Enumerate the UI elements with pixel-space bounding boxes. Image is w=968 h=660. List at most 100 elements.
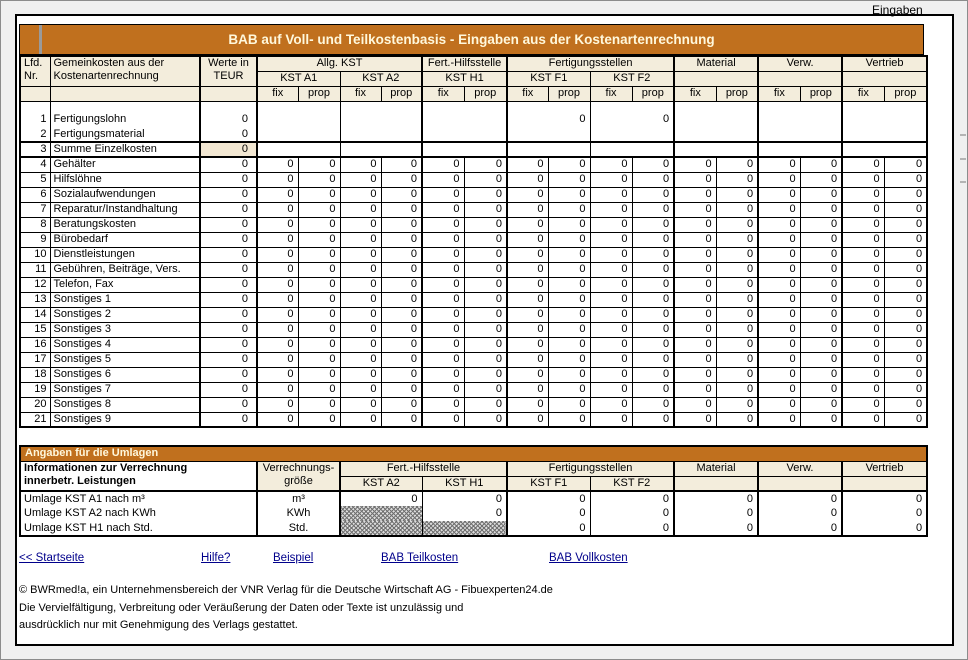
value-cell[interactable]: [841, 141, 928, 158]
werte-value-cell[interactable]: 0: [199, 322, 257, 338]
value-cell[interactable]: 0: [589, 292, 633, 308]
value-cell[interactable]: 0: [297, 217, 340, 233]
value-cell[interactable]: 0: [380, 352, 423, 368]
value-cell[interactable]: 0: [715, 157, 759, 173]
value-cell[interactable]: 0: [757, 217, 801, 233]
value-cell[interactable]: 0: [841, 352, 885, 368]
value-cell[interactable]: 0: [673, 412, 717, 428]
value-cell[interactable]: 0: [506, 247, 549, 263]
value-cell[interactable]: 0: [757, 277, 801, 293]
value-cell[interactable]: 0: [380, 262, 423, 278]
value-cell[interactable]: 0: [799, 157, 843, 173]
value-cell[interactable]: 0: [840, 521, 928, 536]
value-cell[interactable]: 0: [673, 157, 717, 173]
value-cell[interactable]: 0: [547, 247, 591, 263]
value-cell[interactable]: 0: [547, 307, 591, 323]
value-cell[interactable]: 0: [589, 352, 633, 368]
value-cell[interactable]: 0: [883, 352, 928, 368]
value-cell[interactable]: 0: [297, 382, 340, 398]
value-cell[interactable]: 0: [297, 187, 340, 203]
value-cell[interactable]: 0: [506, 277, 549, 293]
value-cell[interactable]: 0: [380, 322, 423, 338]
link-startseite[interactable]: << Startseite: [19, 552, 85, 564]
value-cell[interactable]: 0: [421, 322, 465, 338]
value-cell[interactable]: 0: [757, 187, 801, 203]
value-cell[interactable]: 0: [715, 172, 759, 188]
value-cell[interactable]: 0: [757, 202, 801, 218]
value-cell[interactable]: 0: [883, 337, 928, 353]
value-cell[interactable]: 0: [799, 367, 843, 383]
value-cell[interactable]: 0: [715, 277, 759, 293]
value-cell[interactable]: 0: [421, 352, 465, 368]
value-cell[interactable]: 0: [883, 157, 928, 173]
value-cell[interactable]: 0: [339, 292, 381, 308]
value-cell[interactable]: 0: [673, 262, 717, 278]
value-cell[interactable]: 0: [589, 337, 633, 353]
value-cell[interactable]: 0: [463, 337, 508, 353]
value-cell[interactable]: 0: [506, 187, 549, 203]
value-cell[interactable]: 0: [547, 292, 591, 308]
value-cell[interactable]: [757, 141, 843, 158]
value-cell[interactable]: 0: [757, 292, 801, 308]
value-cell[interactable]: 0: [631, 187, 675, 203]
value-cell[interactable]: [506, 127, 591, 142]
value-cell[interactable]: 0: [463, 247, 508, 263]
value-cell[interactable]: 0: [547, 217, 591, 233]
value-cell[interactable]: 0: [380, 157, 423, 173]
value-cell[interactable]: 0: [421, 367, 465, 383]
value-cell[interactable]: 0: [841, 172, 885, 188]
value-cell[interactable]: 0: [883, 412, 928, 428]
value-cell[interactable]: [421, 112, 508, 127]
value-cell[interactable]: 0: [297, 367, 340, 383]
value-cell[interactable]: 0: [297, 157, 340, 173]
value-cell[interactable]: [256, 127, 340, 142]
value-cell[interactable]: 0: [547, 172, 591, 188]
value-cell[interactable]: 0: [673, 521, 758, 536]
value-cell[interactable]: 0: [715, 232, 759, 248]
value-cell[interactable]: 0: [757, 262, 801, 278]
werte-value-cell[interactable]: 0: [199, 382, 257, 398]
value-cell[interactable]: 0: [841, 337, 885, 353]
value-cell[interactable]: 0: [757, 307, 801, 323]
value-cell[interactable]: 0: [841, 412, 885, 428]
value-cell[interactable]: 0: [757, 382, 801, 398]
value-cell[interactable]: 0: [631, 247, 675, 263]
value-cell[interactable]: 0: [256, 172, 298, 188]
value-cell[interactable]: 0: [463, 157, 508, 173]
link-bab-vollkosten[interactable]: BAB Vollkosten: [549, 552, 628, 564]
value-cell[interactable]: 0: [757, 506, 842, 521]
value-cell[interactable]: 0: [757, 397, 801, 413]
value-cell[interactable]: 0: [339, 262, 381, 278]
value-cell[interactable]: [673, 112, 759, 127]
value-cell[interactable]: 0: [673, 352, 717, 368]
value-cell[interactable]: 0: [421, 382, 465, 398]
value-cell[interactable]: 0: [631, 277, 675, 293]
value-cell[interactable]: 0: [589, 506, 674, 521]
value-cell[interactable]: 0: [883, 382, 928, 398]
value-cell[interactable]: 0: [256, 262, 298, 278]
value-cell[interactable]: [421, 127, 508, 142]
value-cell[interactable]: 0: [506, 412, 549, 428]
value-cell[interactable]: 0: [256, 367, 298, 383]
value-cell[interactable]: 0: [757, 337, 801, 353]
value-cell[interactable]: 0: [506, 337, 549, 353]
value-cell[interactable]: [841, 127, 928, 142]
value-cell[interactable]: 0: [339, 491, 422, 506]
value-cell[interactable]: 0: [297, 247, 340, 263]
value-cell[interactable]: 0: [421, 506, 507, 521]
value-cell[interactable]: 0: [421, 337, 465, 353]
value-cell[interactable]: 0: [506, 112, 591, 127]
value-cell[interactable]: 0: [841, 292, 885, 308]
value-cell[interactable]: 0: [339, 382, 381, 398]
value-cell[interactable]: 0: [297, 292, 340, 308]
werte-value-cell[interactable]: 0: [199, 127, 257, 142]
werte-value-cell[interactable]: 0: [199, 292, 257, 308]
value-cell[interactable]: 0: [757, 352, 801, 368]
value-cell[interactable]: 0: [380, 172, 423, 188]
value-cell[interactable]: 0: [506, 397, 549, 413]
link-beispiel[interactable]: Beispiel: [273, 552, 314, 564]
value-cell[interactable]: 0: [380, 307, 423, 323]
value-cell[interactable]: 0: [799, 382, 843, 398]
value-cell[interactable]: 0: [256, 307, 298, 323]
value-cell[interactable]: 0: [799, 262, 843, 278]
